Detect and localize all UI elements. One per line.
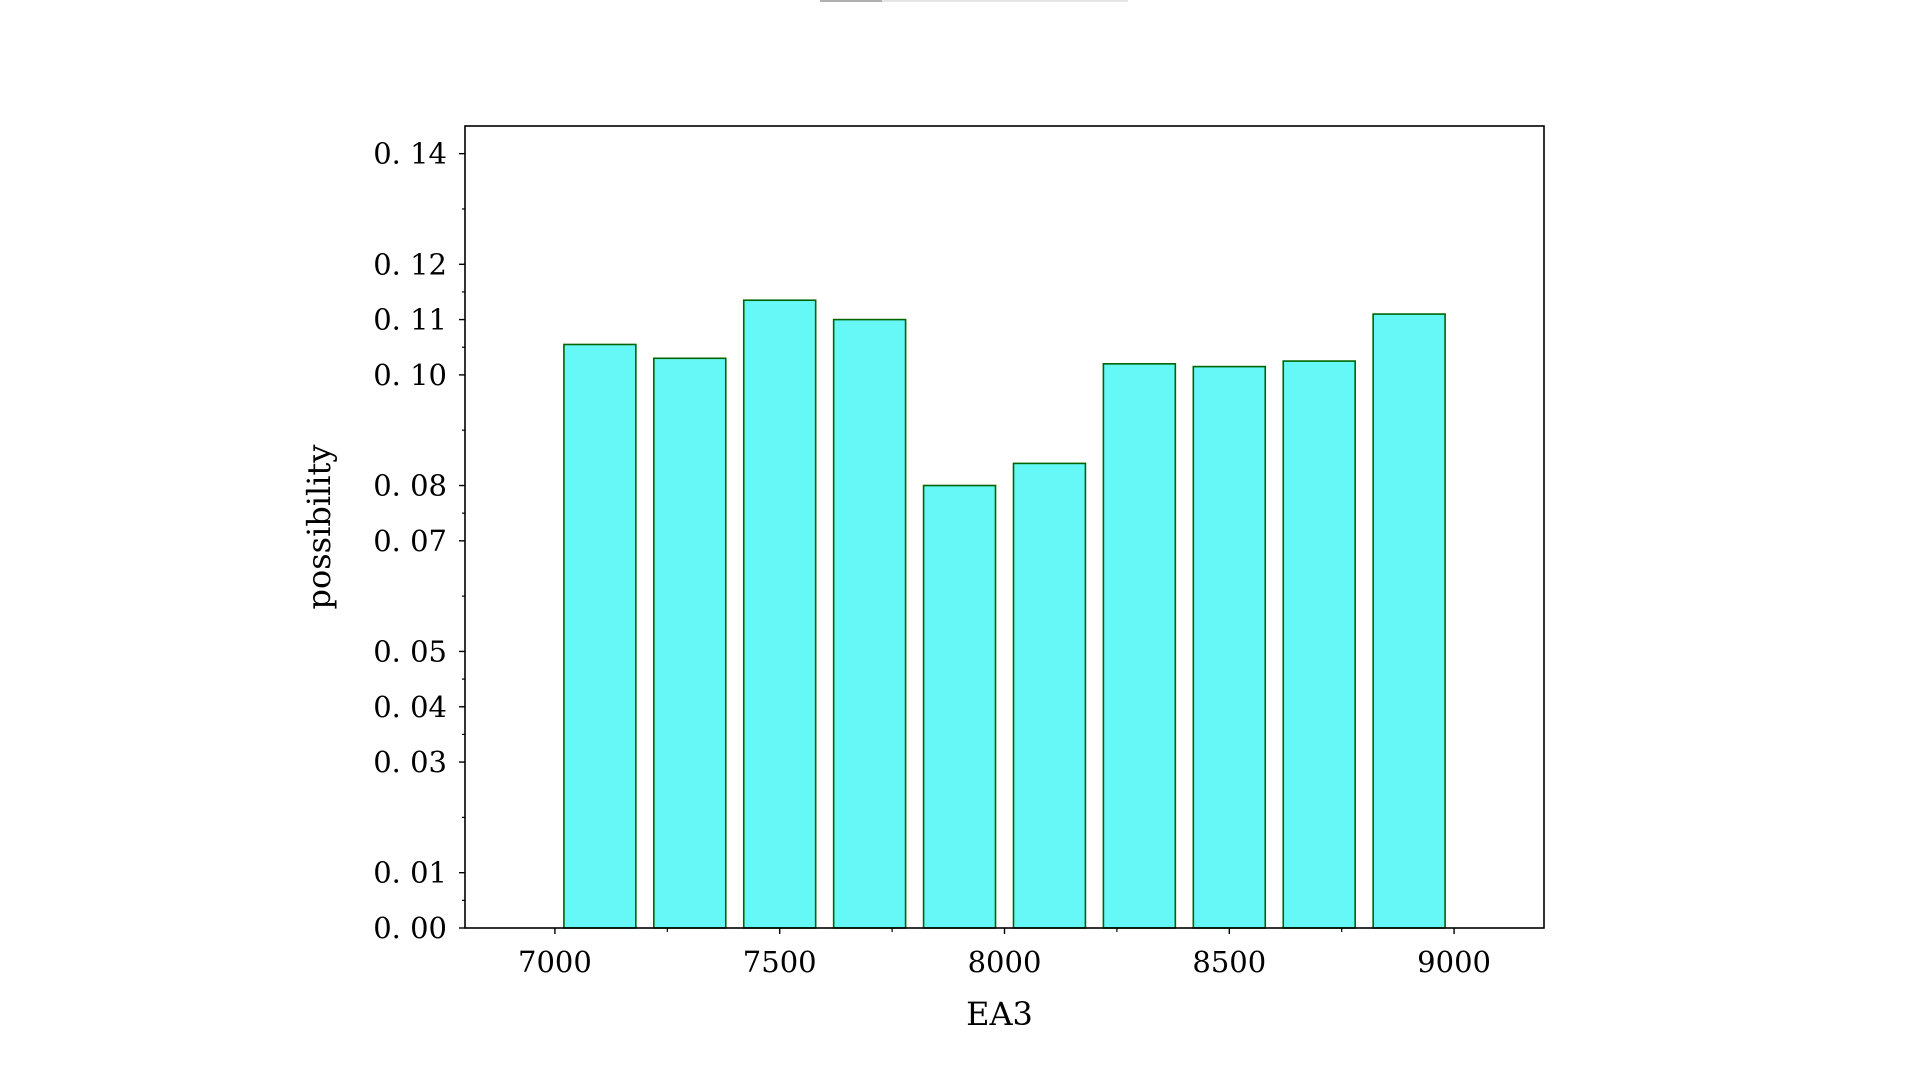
y-tick-label: 0. 03 [373,745,447,779]
y-tick-label: 0. 11 [373,303,447,337]
x-tick-label: 9000 [1417,945,1491,979]
y-tick-label: 0. 08 [373,469,447,503]
bar-2 [742,299,817,929]
bar-0 [563,343,637,929]
x-tick-label: 7500 [743,945,817,979]
bar-3 [832,318,907,929]
x-tick-label: 8500 [1192,945,1266,979]
y-tick-label: 0. 05 [373,634,447,668]
x-tick-label: 8000 [968,945,1042,979]
bar-9 [1372,313,1446,929]
top-strip-light [882,0,1128,2]
x-axis-label: EA3 [966,995,1033,1033]
y-tick-label: 0. 14 [373,137,447,171]
bar-6 [1102,363,1177,929]
x-tick-label: 7000 [518,945,592,979]
bar-4 [922,484,997,929]
y-tick-label: 0. 01 [373,856,447,890]
y-axis: 0. 00 0. 01 0. 03 0. 04 0. 05 0. 07 0. 08 0. 10… [373,137,465,945]
y-tick-label: 0. 07 [373,524,447,558]
bar-1 [653,357,727,929]
bars-layer [563,299,1446,929]
bar-5 [1012,462,1087,929]
y-axis-label: possibility [300,445,338,610]
y-tick-label: 0. 12 [373,247,447,281]
top-strip-dark [820,0,882,2]
bar-8 [1282,360,1356,929]
bar-7 [1192,365,1267,929]
y-tick-label: 0. 04 [373,690,447,724]
x-axis: 7000 7500 8000 8500 9000 [518,928,1491,979]
y-tick-label: 0. 00 [373,911,447,945]
y-tick-label: 0. 10 [373,358,447,392]
